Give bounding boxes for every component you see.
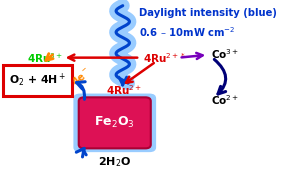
Text: Co$^{3+}$: Co$^{3+}$ bbox=[212, 47, 240, 61]
FancyBboxPatch shape bbox=[79, 97, 151, 148]
Text: 4e$^-$: 4e$^-$ bbox=[69, 65, 94, 88]
Text: Co$^{2+}$: Co$^{2+}$ bbox=[212, 93, 240, 107]
Text: O$_2$ + 4H$^+$: O$_2$ + 4H$^+$ bbox=[9, 72, 66, 89]
Text: 4Ru$^{2+}$: 4Ru$^{2+}$ bbox=[106, 83, 142, 97]
Text: 4Ru$^{2+*}$: 4Ru$^{2+*}$ bbox=[142, 51, 186, 65]
FancyBboxPatch shape bbox=[73, 94, 156, 152]
FancyBboxPatch shape bbox=[3, 65, 72, 96]
Text: Fe$_2$O$_3$: Fe$_2$O$_3$ bbox=[94, 115, 135, 130]
Text: 0.6 – 10mW cm$^{-2}$: 0.6 – 10mW cm$^{-2}$ bbox=[139, 25, 235, 39]
Text: Daylight intensity (blue): Daylight intensity (blue) bbox=[139, 8, 277, 18]
Text: 2H$_2$O: 2H$_2$O bbox=[98, 156, 131, 170]
Text: 4Ru$^{3+}$: 4Ru$^{3+}$ bbox=[27, 51, 63, 65]
